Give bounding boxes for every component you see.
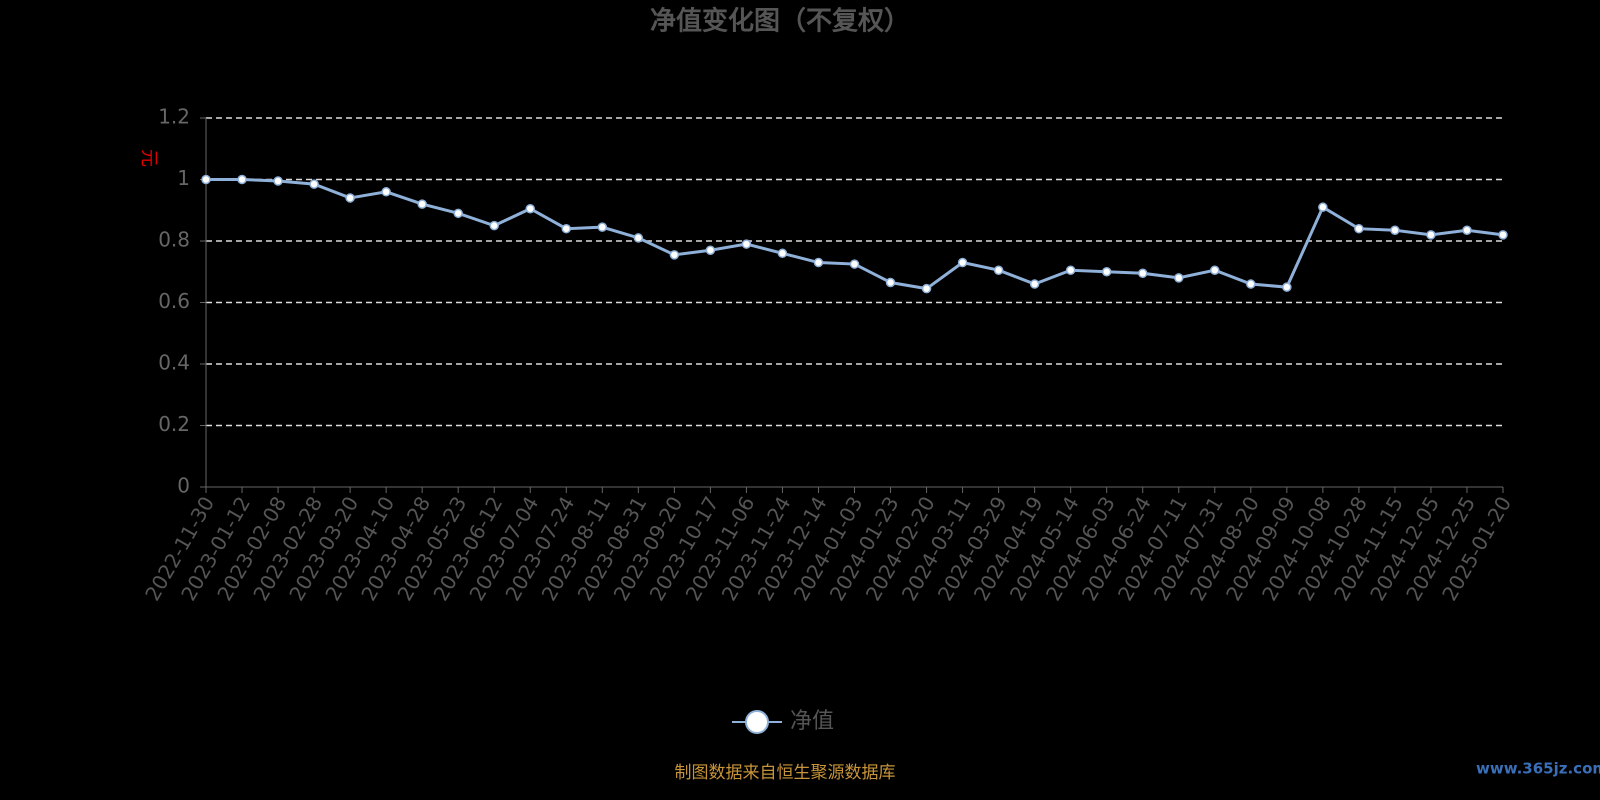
y-tick-label: 0.2 (158, 412, 190, 436)
point (1065, 265, 1076, 275)
y-tick-label: 0 (177, 474, 190, 498)
point (201, 174, 211, 185)
point (273, 176, 283, 186)
point (1137, 268, 1148, 279)
point (345, 193, 355, 203)
point (669, 250, 680, 260)
point (1498, 230, 1508, 240)
point (381, 187, 391, 197)
point (921, 283, 932, 294)
point (597, 222, 608, 232)
point (1174, 273, 1184, 283)
point (1282, 282, 1292, 292)
point (489, 220, 499, 231)
point (1462, 225, 1472, 235)
point (417, 199, 427, 209)
chart-title: 净值变化图（不复权） (650, 6, 910, 37)
y-tick-label: 1.2 (158, 105, 190, 129)
point (885, 277, 896, 288)
point (309, 179, 319, 189)
point (237, 174, 247, 185)
point (453, 208, 463, 219)
point (561, 223, 572, 234)
point (1101, 267, 1112, 277)
point (1354, 223, 1364, 234)
point (993, 265, 1004, 275)
point (777, 248, 788, 259)
point (849, 259, 860, 269)
legend-label: 净值 (790, 709, 834, 734)
point (1318, 202, 1328, 212)
y-tick-label: 1 (177, 166, 190, 190)
point (1426, 230, 1436, 240)
point (1390, 225, 1400, 235)
point (957, 257, 968, 268)
point (705, 245, 716, 255)
y-tick-label: 0.4 (158, 351, 190, 375)
legend-marker (745, 710, 769, 734)
y-tick-label: 0.8 (158, 228, 190, 252)
watermark: www.365jz.com (1476, 760, 1600, 778)
point (1246, 279, 1256, 289)
point (813, 257, 824, 268)
source-note: 制图数据来自恒生聚源数据库 (675, 763, 896, 783)
point (1210, 265, 1220, 275)
y-axis-label: 元 (138, 149, 159, 167)
point (741, 239, 752, 249)
point (1029, 279, 1040, 289)
y-tick-label: 0.6 (158, 289, 190, 313)
point (633, 233, 644, 243)
point (525, 203, 535, 214)
